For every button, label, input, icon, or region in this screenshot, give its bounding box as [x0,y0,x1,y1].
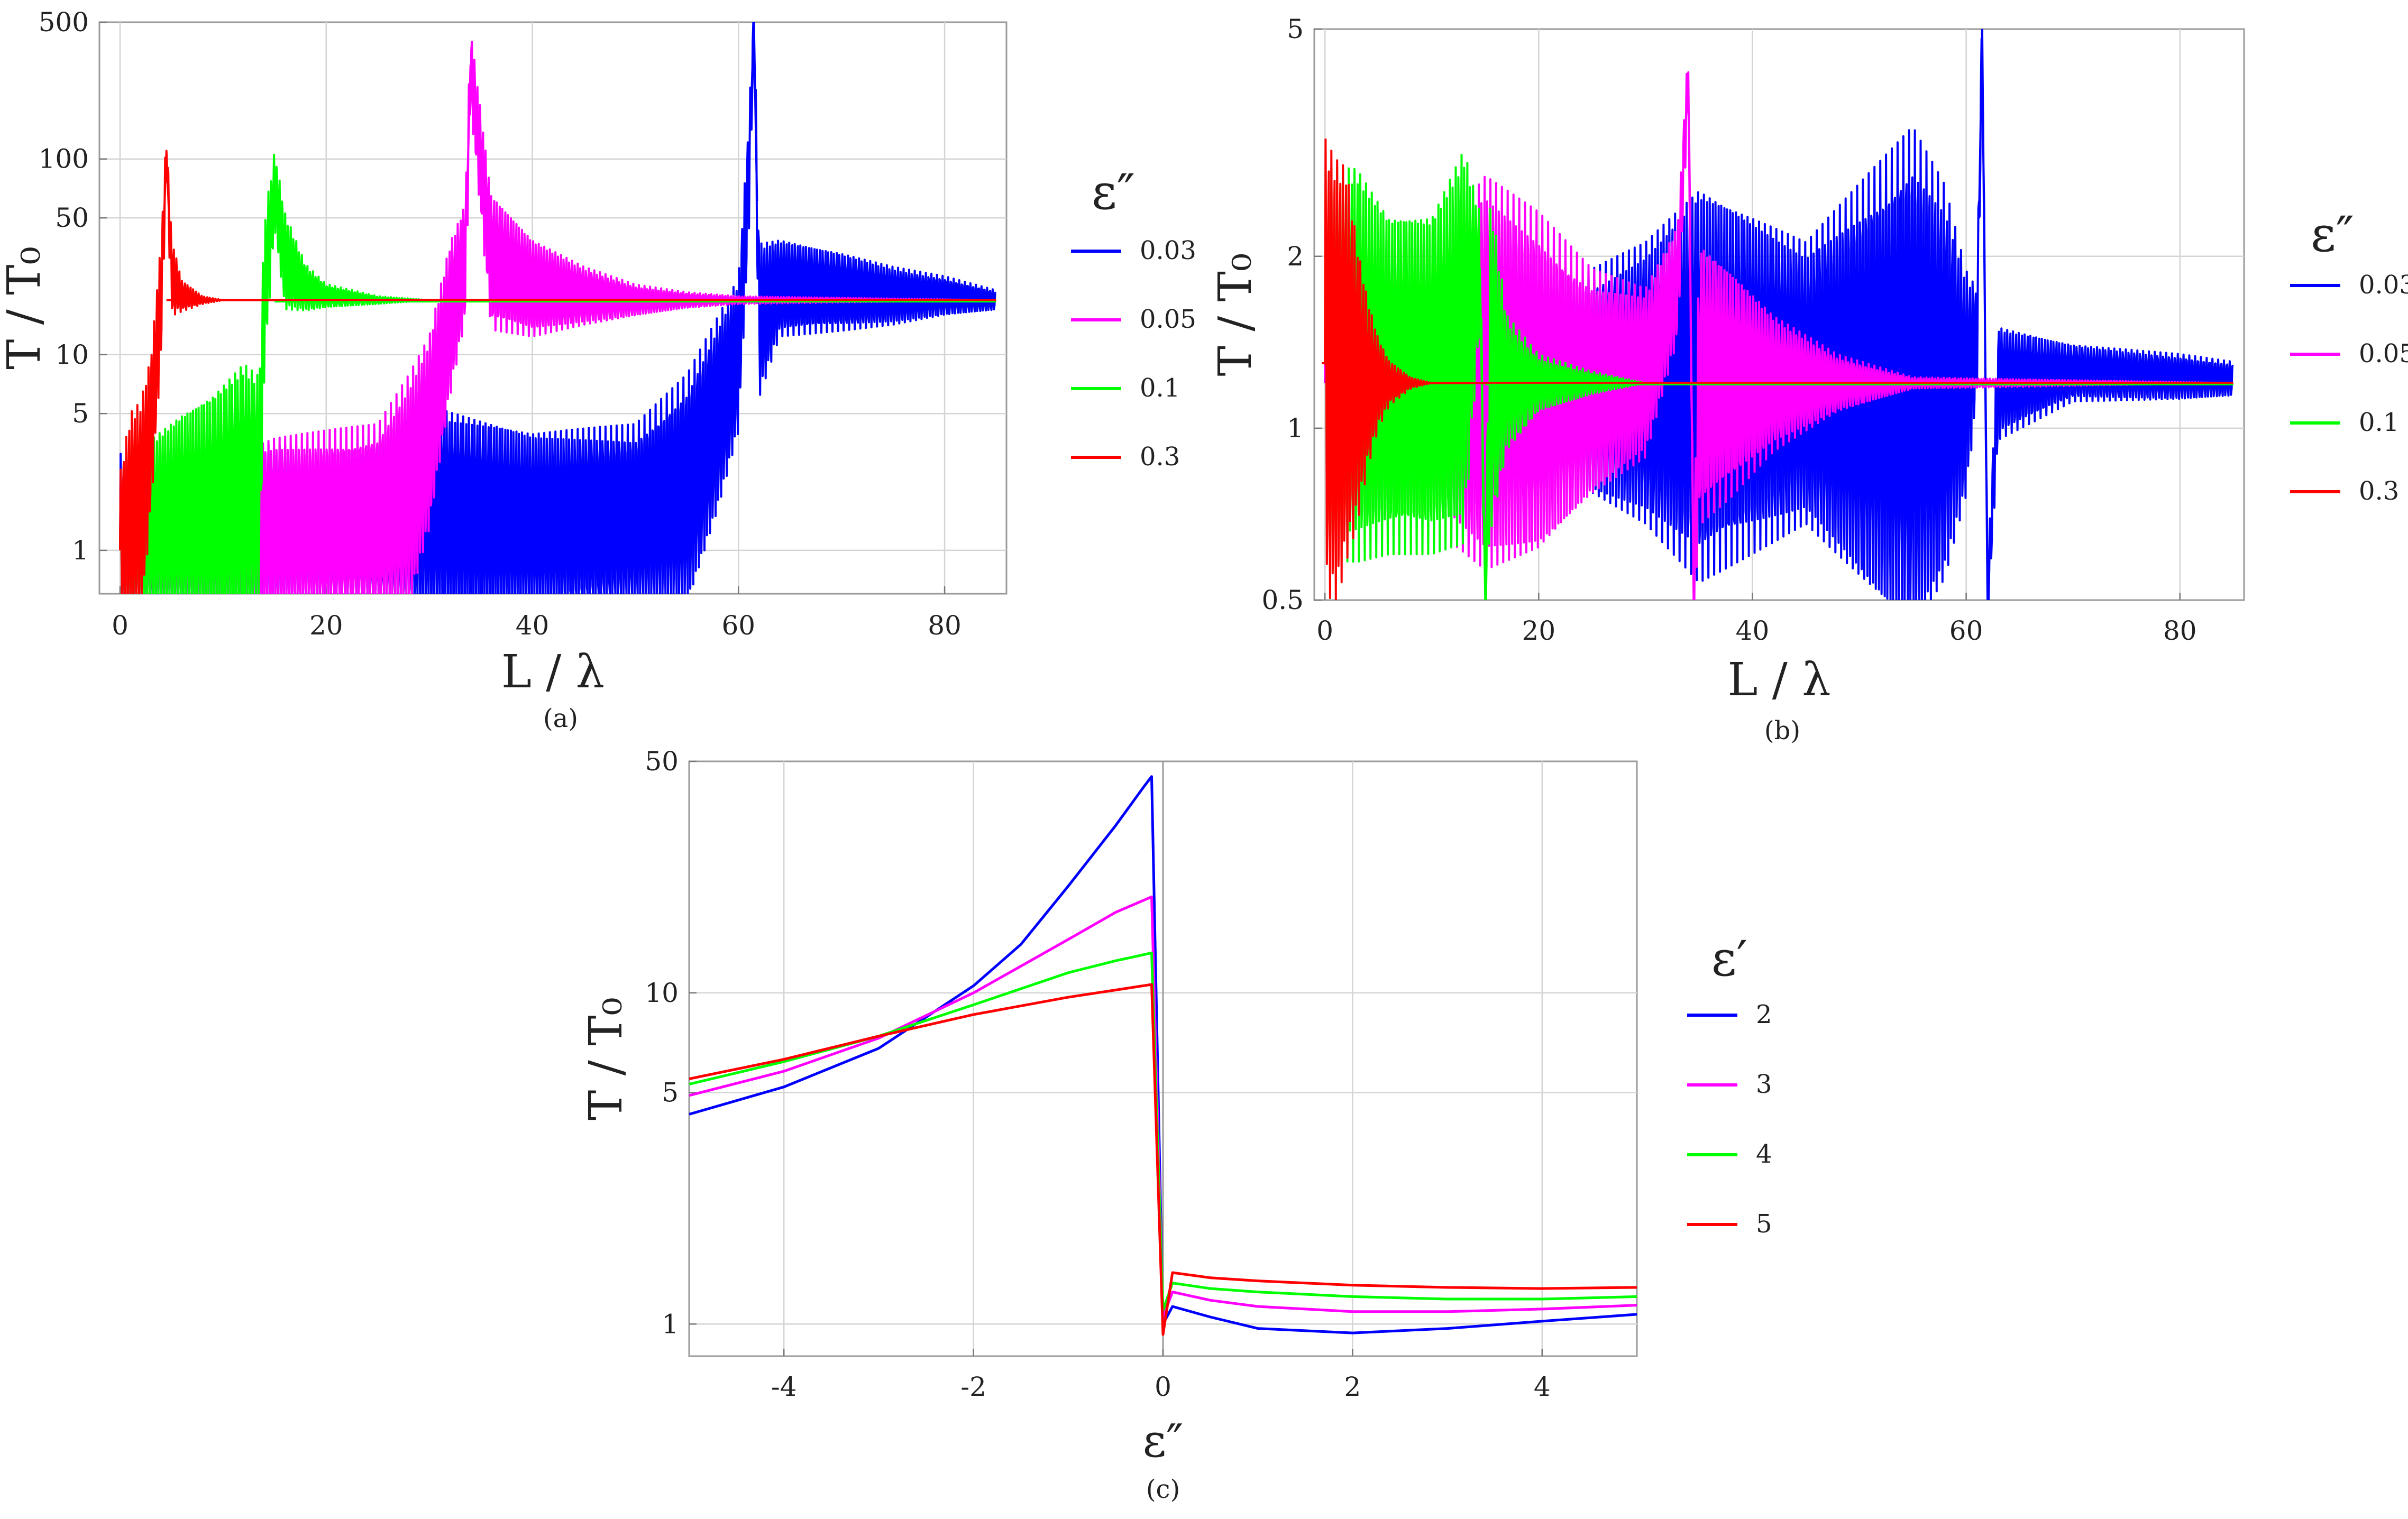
x-tick-label: 4 [1534,1371,1551,1402]
y-axis-label: T / T₀ [580,997,633,1120]
legend-label-0.1: 0.1 [1140,373,1180,403]
legend-label-3: 3 [1756,1070,1772,1099]
legend-label-0.1: 0.1 [2359,408,2399,437]
legend-label-5: 5 [1756,1209,1772,1239]
x-tick-label: 60 [721,610,755,641]
x-tick-label: 40 [516,610,550,641]
x-axis-label: ε″ [1143,1415,1184,1468]
legend-label-0.05: 0.05 [1140,305,1196,334]
x-tick-label: 80 [928,610,962,641]
y-tick-label: 500 [39,7,89,38]
legend-label-4: 4 [1756,1139,1772,1169]
x-axis-label: L / λ [1727,653,1830,706]
x-tick-label: 80 [2163,615,2197,646]
legend-label-0.3: 0.3 [2359,476,2399,506]
panel-caption: (b) [1764,716,1800,745]
y-tick-label: 5 [72,398,89,429]
y-tick-label: 2 [1287,241,1304,272]
chart-panel-2: -4 -2 0 2 4 1 5 10 50 ε″ T / T₀ (c) ε′ 2 3 4 5 [580,746,1772,1504]
legend-label-0.03: 0.03 [2359,270,2408,300]
panel-caption: (c) [1146,1475,1180,1504]
x-tick-label: 0 [112,610,129,641]
x-tick-label: 20 [309,610,343,641]
y-tick-label: 1 [662,1309,679,1339]
x-tick-label: 0 [1316,615,1333,646]
plot-area [689,775,1637,1336]
chart-panel-1: 0 20 40 60 80 0.5 1 2 5 L / λ T / T₀ (b) ε″0.03 0.05 0… [1209,14,2408,745]
legend-label-0.05: 0.05 [2359,339,2408,369]
legend-label-0.3: 0.3 [1140,442,1180,472]
legend-title: ε″ [2311,206,2354,263]
x-tick-label: -2 [960,1371,986,1402]
plot-area [1322,29,2234,600]
legend-title: ε″ [1092,164,1135,220]
x-axis-label: L / λ [501,646,605,698]
plot-area [119,22,997,594]
x-tick-label: 2 [1344,1371,1361,1402]
legend-label-2: 2 [1756,1000,1772,1029]
legend: ε″0.03 0.05 0.1 0.3 [1071,164,1196,472]
series-line-5 [689,983,1637,1336]
legend: ε′ 2 3 4 5 [1687,931,1772,1239]
y-tick-label: 5 [1287,14,1304,44]
y-tick-label: 1 [72,535,89,566]
x-tick-label: 40 [1736,615,1770,646]
x-tick-label: 0 [1155,1371,1171,1402]
y-tick-label: 100 [39,144,89,174]
panel-caption: (a) [543,704,578,733]
y-tick-label: 0.5 [1261,585,1304,615]
y-tick-label: 1 [1287,413,1304,444]
y-tick-label: 50 [645,746,679,777]
y-axis-label: T / T₀ [0,246,51,370]
legend-title: ε′ [1711,931,1748,987]
legend: ε″0.03 0.05 0.1 0.3 [2290,206,2408,506]
y-tick-label: 10 [645,978,679,1008]
y-tick-label: 50 [55,202,89,233]
x-tick-label: -4 [771,1371,797,1402]
x-tick-label: 60 [1949,615,1983,646]
y-tick-label: 10 [55,339,89,370]
y-axis-label: T / T₀ [1209,253,1262,376]
legend-label-0.03: 0.03 [1140,236,1196,265]
x-tick-label: 20 [1522,615,1556,646]
y-tick-label: 5 [662,1077,679,1108]
